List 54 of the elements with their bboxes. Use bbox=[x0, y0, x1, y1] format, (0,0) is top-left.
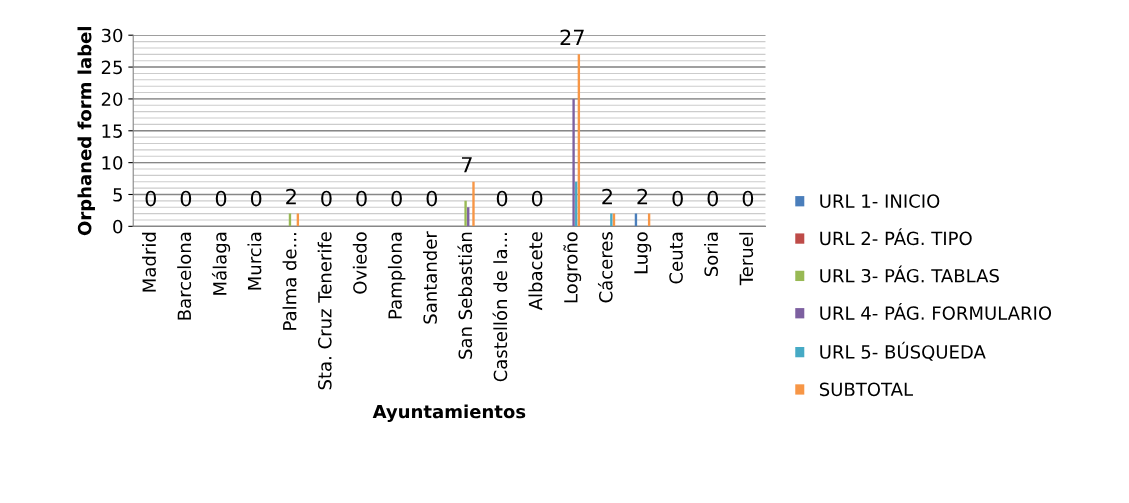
x-tick-label: Logroño bbox=[563, 232, 582, 303]
x-axis-title: Ayuntamientos bbox=[372, 404, 526, 423]
x-tick-label: Castellón de la... bbox=[492, 233, 508, 382]
legend-label: URL 4- PÁG. FORMULARIO bbox=[820, 302, 1052, 320]
y-tick-label: 10 bbox=[102, 156, 123, 170]
data-label: 0 bbox=[742, 190, 754, 207]
bar bbox=[572, 98, 575, 227]
x-tick-label: Madrid bbox=[142, 232, 157, 292]
data-label: 0 bbox=[707, 190, 719, 207]
data-label: 0 bbox=[672, 190, 683, 207]
x-tick-label: Murcia bbox=[247, 232, 262, 290]
x-tick-label: Soria bbox=[704, 232, 719, 277]
y-tick-label: 0 bbox=[113, 219, 123, 234]
x-tick-label: Barcelona bbox=[177, 232, 192, 320]
x-tick-label: Albacete bbox=[528, 232, 543, 311]
legend-label: URL 5- BÚSQUEDA bbox=[820, 341, 986, 361]
data-label: 0 bbox=[321, 190, 332, 207]
x-tick-label: Sta. Cruz Tenerife bbox=[317, 232, 332, 390]
data-label: 27 bbox=[560, 29, 584, 45]
x-tick-label: Pamplona bbox=[387, 232, 406, 319]
data-label: 0 bbox=[250, 190, 262, 207]
y-tick-label: 20 bbox=[101, 92, 123, 107]
legend-label: URL 2- PÁG. TIPO bbox=[820, 228, 972, 246]
data-label: 0 bbox=[145, 190, 157, 207]
x-tick-label: Oviedo bbox=[352, 232, 367, 294]
data-label: 2 bbox=[602, 188, 612, 205]
data-label: 0 bbox=[391, 190, 402, 207]
data-label: 7 bbox=[461, 157, 472, 173]
legend-label: URL 1- INICIO bbox=[820, 194, 940, 208]
y-tick-label: 5 bbox=[113, 188, 122, 202]
x-tick-label: Palma de... bbox=[282, 233, 297, 330]
y-axis-title: Orphaned form label bbox=[77, 27, 95, 236]
data-label: 0 bbox=[496, 190, 508, 207]
x-tick-label: Lugo bbox=[634, 232, 652, 274]
x-tick-label: Cáceres bbox=[597, 232, 613, 303]
data-label: 0 bbox=[215, 190, 227, 207]
data-label: 0 bbox=[180, 190, 192, 207]
bar bbox=[464, 200, 467, 227]
x-tick-label: San Sebastián bbox=[457, 232, 473, 359]
data-label: 2 bbox=[286, 188, 296, 205]
x-tick-label: Santander bbox=[423, 231, 438, 324]
x-tick-label: Málaga bbox=[211, 232, 231, 295]
legend-label: URL 3- PÁG. TABLAS bbox=[820, 265, 999, 283]
bar bbox=[472, 181, 475, 227]
data-label: 0 bbox=[356, 190, 367, 207]
legend-label: SUBTOTAL bbox=[819, 382, 913, 397]
y-tick-label: 30 bbox=[101, 28, 123, 43]
x-tick-label: Teruel bbox=[739, 232, 754, 286]
data-label: 0 bbox=[426, 190, 438, 207]
y-tick-label: 15 bbox=[102, 124, 122, 138]
data-label: 2 bbox=[637, 188, 648, 205]
y-tick-label: 25 bbox=[101, 60, 122, 75]
data-label: 0 bbox=[531, 190, 543, 207]
x-tick-label: Ceuta bbox=[669, 232, 683, 284]
